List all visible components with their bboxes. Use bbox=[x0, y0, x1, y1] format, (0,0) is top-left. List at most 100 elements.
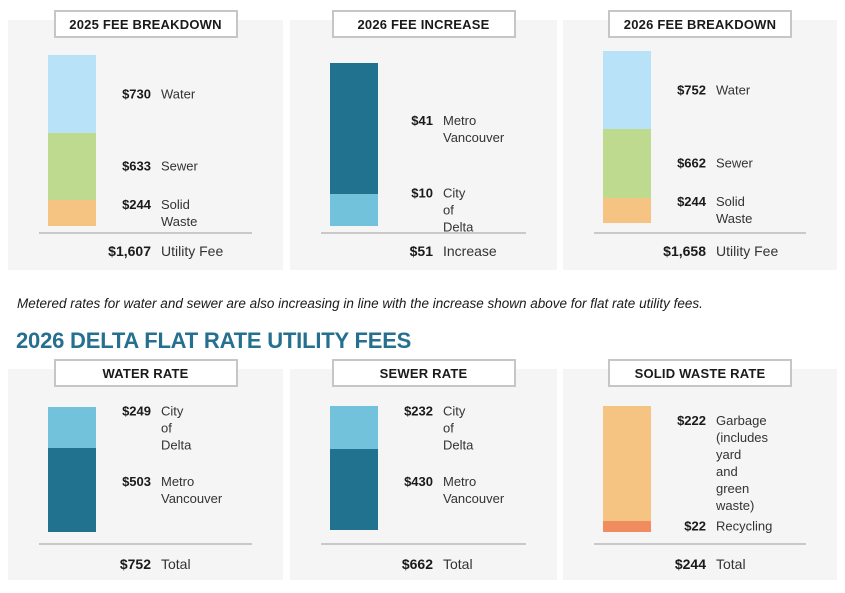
segment-category: City of Delta bbox=[443, 403, 474, 453]
segment-label: $752 Water bbox=[659, 82, 750, 99]
bar-segment: $503 Metro Vancouver bbox=[48, 448, 222, 532]
segment-label: $10 City of Delta bbox=[386, 185, 473, 236]
panel-title: 2026 FEE BREAKDOWN bbox=[608, 10, 792, 38]
total-divider bbox=[594, 543, 806, 545]
segment-category: Water bbox=[161, 86, 196, 102]
stacked-bar: $249 City of Delta $503 Metro Vancouver bbox=[48, 403, 222, 532]
total-label: Increase bbox=[443, 243, 497, 259]
segment-label: $662 Sewer bbox=[659, 155, 753, 172]
total-amount: $662 bbox=[401, 556, 433, 572]
panel-sewer-rate: SEWER RATE $232 City of Delta $430 Metro Va… bbox=[290, 359, 557, 580]
total-label: Total bbox=[716, 556, 746, 572]
segment-category: Garbage (includes yard and green waste) bbox=[716, 413, 769, 514]
segment-category: Recycling bbox=[716, 518, 773, 534]
bar-segment: $10 City of Delta bbox=[330, 186, 473, 235]
total-divider bbox=[39, 543, 252, 545]
bar-segment: $244 Solid Waste bbox=[603, 194, 752, 226]
panel-solid-waste-rate: SOLID WASTE RATE $222 Garbage (includes y… bbox=[563, 359, 837, 580]
segment-amount: $730 bbox=[122, 86, 151, 102]
segment-category: Metro Vancouver bbox=[161, 474, 223, 507]
total-row: $1,658 Utility Fee bbox=[656, 242, 778, 260]
bar-segment: $730 Water bbox=[48, 55, 195, 133]
total-row: $51 Increase bbox=[383, 242, 497, 260]
segment-label: $41 Metro Vancouver bbox=[386, 112, 504, 146]
total-amount: $1,658 bbox=[663, 243, 706, 259]
segment-category: Solid Waste bbox=[161, 197, 198, 230]
segment-amount: $41 bbox=[411, 112, 433, 128]
segment-amount: $633 bbox=[122, 158, 151, 174]
bar-segment: $430 Metro Vancouver bbox=[330, 449, 504, 530]
segment-amount: $244 bbox=[677, 194, 706, 210]
total-row: $752 Total bbox=[101, 555, 191, 573]
total-row: $662 Total bbox=[383, 555, 473, 573]
total-divider bbox=[594, 232, 806, 234]
segment-category: Sewer bbox=[716, 155, 753, 171]
segment-label: $633 Sewer bbox=[104, 158, 198, 175]
segment-label: $222 Garbage (includes yard and green was… bbox=[659, 412, 768, 514]
segment-category: Sewer bbox=[161, 158, 198, 174]
total-label: Utility Fee bbox=[716, 243, 779, 259]
bar-segment: $222 Garbage (includes yard and green was… bbox=[603, 406, 768, 521]
note-text: Metered rates for water and sewer are al… bbox=[17, 295, 703, 311]
bar-segment: $249 City of Delta bbox=[48, 403, 191, 452]
panel-2026-fee-breakdown: 2026 FEE BREAKDOWN $752 Water $662 Sewer $24… bbox=[563, 10, 837, 270]
segment-category: City of Delta bbox=[443, 185, 474, 235]
total-amount: $244 bbox=[674, 556, 706, 572]
total-divider bbox=[39, 232, 252, 234]
total-amount: $51 bbox=[409, 243, 433, 259]
segment-category: City of Delta bbox=[161, 403, 192, 453]
bar-segment: $752 Water bbox=[603, 51, 750, 130]
segment-label: $503 Metro Vancouver bbox=[104, 473, 222, 507]
stacked-bar: $232 City of Delta $430 Metro Vancouver bbox=[330, 403, 504, 530]
segment-amount: $22 bbox=[684, 518, 706, 534]
segment-amount: $222 bbox=[677, 413, 706, 429]
segment-amount: $752 bbox=[677, 82, 706, 98]
panel-2025-fee-breakdown: 2025 FEE BREAKDOWN $730 Water $633 Sewer $24… bbox=[8, 10, 283, 270]
panel-2026-fee-increase: 2026 FEE INCREASE $41 Metro Vancouver $10 C… bbox=[290, 10, 557, 270]
section-heading: 2026 DELTA FLAT RATE UTILITY FEES bbox=[16, 327, 412, 353]
bar-segment: $22 Recycling bbox=[603, 519, 772, 534]
segment-category: Water bbox=[716, 82, 751, 98]
stacked-bar: $222 Garbage (includes yard and green was… bbox=[603, 406, 772, 534]
total-label: Total bbox=[443, 556, 473, 572]
segment-amount: $10 bbox=[411, 185, 433, 201]
stacked-bar: $730 Water $633 Sewer $244 Solid Waste bbox=[48, 55, 198, 229]
stacked-bar: $41 Metro Vancouver $10 City of Delta bbox=[330, 63, 504, 235]
total-amount: $752 bbox=[119, 556, 151, 572]
total-label: Total bbox=[161, 556, 191, 572]
segment-category: Metro Vancouver bbox=[443, 112, 505, 145]
segment-label: $244 Solid Waste bbox=[659, 193, 752, 227]
segment-label: $244 Solid Waste bbox=[104, 196, 197, 230]
bar-segment: $41 Metro Vancouver bbox=[330, 63, 504, 195]
segment-label: $22 Recycling bbox=[659, 518, 772, 535]
total-row: $1,607 Utility Fee bbox=[101, 242, 223, 260]
total-row: $244 Total bbox=[656, 555, 746, 573]
segment-category: Solid Waste bbox=[716, 194, 753, 227]
total-divider bbox=[321, 232, 526, 234]
total-divider bbox=[321, 543, 526, 545]
total-label: Utility Fee bbox=[161, 243, 224, 259]
bar-segment: $662 Sewer bbox=[603, 129, 753, 198]
panel-title: 2025 FEE BREAKDOWN bbox=[53, 10, 238, 38]
segment-label: $232 City of Delta bbox=[386, 402, 473, 453]
bar-segment: $633 Sewer bbox=[48, 132, 198, 201]
segment-category: Metro Vancouver bbox=[443, 473, 505, 506]
bar-segment: $244 Solid Waste bbox=[48, 197, 197, 229]
segment-amount: $503 bbox=[122, 474, 151, 490]
panel-water-rate: WATER RATE $249 City of Delta $503 Metro Va… bbox=[8, 359, 283, 580]
segment-amount: $232 bbox=[404, 403, 433, 419]
panel-title: WATER RATE bbox=[53, 359, 238, 387]
segment-label: $249 City of Delta bbox=[104, 402, 191, 453]
stacked-bar: $752 Water $662 Sewer $244 Solid Waste bbox=[603, 51, 753, 226]
total-amount: $1,607 bbox=[108, 243, 151, 259]
segment-amount: $249 bbox=[122, 403, 151, 419]
segment-amount: $430 bbox=[404, 473, 433, 489]
panel-title: SEWER RATE bbox=[331, 359, 516, 387]
bar-segment: $232 City of Delta bbox=[330, 403, 473, 452]
segment-amount: $244 bbox=[122, 197, 151, 213]
segment-label: $430 Metro Vancouver bbox=[386, 473, 504, 507]
segment-amount: $662 bbox=[677, 155, 706, 171]
panel-title: 2026 FEE INCREASE bbox=[331, 10, 516, 38]
segment-label: $730 Water bbox=[104, 85, 195, 102]
panel-title: SOLID WASTE RATE bbox=[608, 359, 792, 387]
